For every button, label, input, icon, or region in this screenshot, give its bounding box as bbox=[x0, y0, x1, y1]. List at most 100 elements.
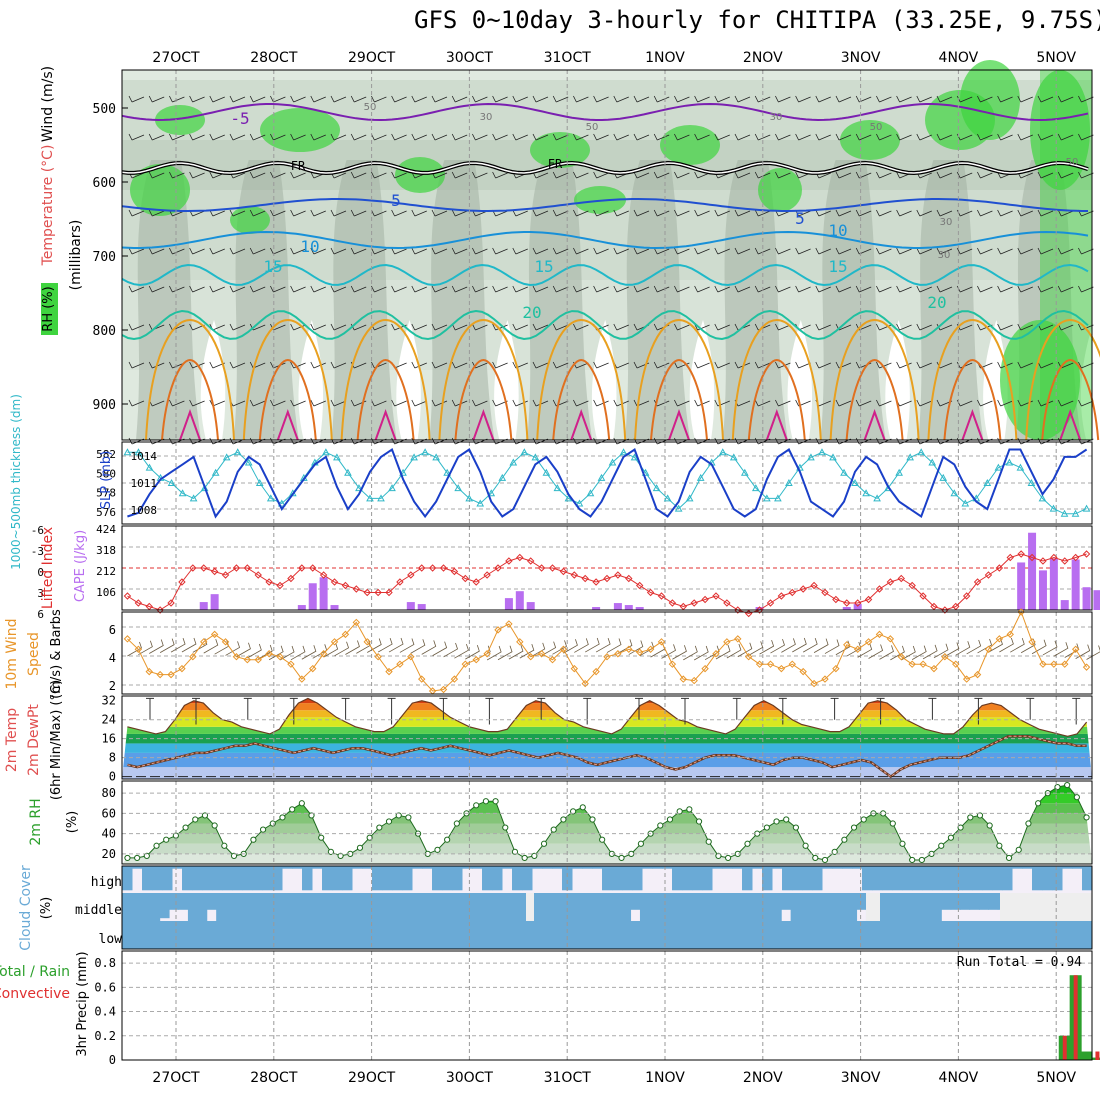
cloud-cell bbox=[492, 866, 503, 891]
temp-minmax-bar bbox=[387, 697, 396, 725]
temp-contour-25 bbox=[340, 318, 431, 441]
wind-barb-10m bbox=[726, 643, 742, 659]
wind-barb bbox=[330, 133, 347, 141]
temp-line bbox=[127, 697, 1088, 737]
cloud-cell bbox=[376, 893, 387, 921]
cloud-cell bbox=[771, 893, 782, 921]
cape-bar bbox=[526, 602, 535, 610]
wind-axis-label: Wind (m/s) bbox=[40, 66, 56, 142]
temp-frame bbox=[121, 695, 1093, 780]
wind-barb bbox=[977, 247, 993, 255]
cloud-cell bbox=[216, 893, 227, 921]
rh-point bbox=[938, 842, 945, 849]
wind-barb bbox=[653, 285, 670, 293]
wind-barb bbox=[310, 209, 326, 217]
wind-speed-point bbox=[505, 620, 513, 628]
wind-barb-10m bbox=[770, 638, 785, 654]
cloud-cell bbox=[847, 893, 858, 921]
cloud-cell bbox=[1024, 921, 1035, 949]
cloud-cell bbox=[554, 921, 565, 949]
wind-barb bbox=[552, 285, 569, 293]
wind-barb bbox=[653, 361, 670, 369]
wind-barb bbox=[552, 133, 569, 141]
cloud-cell bbox=[950, 893, 961, 910]
cloud-cell bbox=[842, 866, 853, 869]
cape-bar bbox=[1028, 532, 1037, 610]
dry-column bbox=[787, 320, 813, 440]
cloud-cell bbox=[976, 921, 987, 949]
wind-barb bbox=[936, 133, 953, 141]
temp-contour-30 bbox=[161, 358, 219, 441]
thickness-point bbox=[928, 458, 937, 466]
cloud-cell bbox=[429, 921, 440, 949]
wind-barb bbox=[593, 133, 609, 141]
cloud-cell bbox=[294, 921, 305, 949]
rh-point bbox=[192, 816, 199, 823]
rh-axis-label-1: 2m RH bbox=[28, 798, 44, 845]
temp-contour-20 bbox=[121, 309, 1089, 341]
wind-barb bbox=[977, 399, 993, 407]
cloud-cell bbox=[542, 866, 553, 869]
cloud-cell bbox=[366, 893, 377, 921]
thickness-point bbox=[862, 489, 870, 497]
rh-point bbox=[521, 854, 528, 862]
wind-speed-point bbox=[995, 635, 1004, 643]
wind-barb-10m bbox=[715, 644, 731, 660]
wind-barb bbox=[270, 285, 286, 293]
rh-axis-label-2: (%) bbox=[65, 811, 80, 834]
wind-barb bbox=[290, 323, 306, 331]
dry-column bbox=[494, 320, 519, 440]
cloud-cell bbox=[392, 866, 403, 891]
wind-barb bbox=[290, 399, 306, 407]
precip-tick-label: 0.2 bbox=[94, 1029, 116, 1043]
temp-tick-label: 8 bbox=[109, 751, 116, 765]
wind-speed-point bbox=[537, 650, 546, 658]
rh-point bbox=[996, 842, 1003, 849]
thickness-point bbox=[895, 468, 903, 476]
wind-barb bbox=[997, 285, 1013, 293]
cloud-cell bbox=[448, 921, 459, 949]
cloud-cell bbox=[237, 921, 248, 949]
dewpoint-line-outer bbox=[127, 735, 1087, 779]
wind-barb-10m bbox=[486, 645, 502, 661]
cloud-cell bbox=[707, 921, 718, 949]
lifted-index-point bbox=[298, 564, 306, 572]
lifted-index-point bbox=[200, 564, 208, 572]
wind-speed-point bbox=[810, 679, 818, 688]
wind-speed-point bbox=[952, 660, 960, 668]
wind-barb bbox=[936, 247, 953, 255]
wind-barb-10m bbox=[606, 638, 622, 653]
wind-barb-10m bbox=[356, 639, 371, 654]
wind-barb bbox=[1057, 171, 1074, 179]
cloud-cell bbox=[479, 893, 490, 921]
wind-barb bbox=[876, 209, 892, 217]
wind-barb bbox=[552, 95, 569, 103]
rh-point bbox=[327, 848, 334, 855]
wind-speed-point bbox=[843, 641, 851, 649]
wind-axis-label-2: Speed bbox=[26, 632, 42, 676]
rh-point bbox=[482, 798, 490, 805]
temp-contour-30 bbox=[258, 358, 317, 441]
wind-barb bbox=[128, 323, 145, 331]
lifted-index-point bbox=[210, 567, 219, 576]
cloud-cell bbox=[323, 921, 334, 949]
cloud-cell bbox=[410, 921, 421, 949]
wind-barb bbox=[674, 361, 690, 369]
cloud-cell bbox=[162, 866, 173, 891]
wind-barb bbox=[451, 285, 468, 293]
wind-barb-10m bbox=[290, 645, 306, 661]
wind-barb bbox=[431, 95, 448, 103]
date-label-bottom: 27OCT bbox=[152, 1070, 200, 1086]
cloud-cell bbox=[832, 921, 843, 949]
cloud-cell bbox=[947, 921, 959, 949]
wind-speed-point bbox=[559, 645, 568, 653]
lifted-index-point bbox=[178, 578, 186, 586]
wind-barb-10m bbox=[879, 645, 894, 660]
wind-speed-point bbox=[788, 660, 796, 668]
cloud-cell bbox=[892, 866, 903, 891]
wind-barb bbox=[391, 209, 407, 217]
cloud-cell bbox=[642, 866, 653, 869]
cloud-cell bbox=[702, 866, 713, 891]
rh-point bbox=[657, 822, 664, 829]
wind-barb-10m bbox=[367, 638, 382, 653]
